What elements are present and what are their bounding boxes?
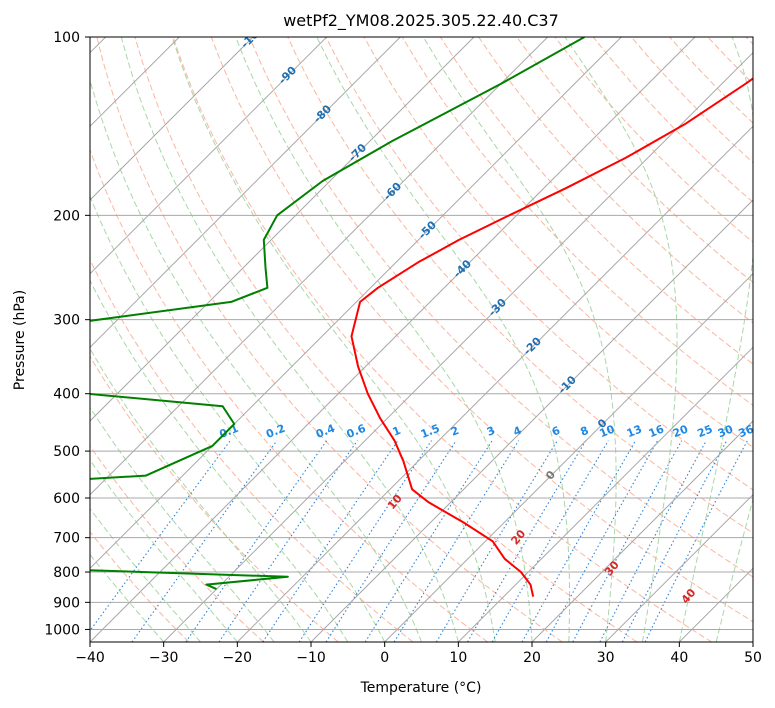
x-tick-label: 40 [670, 650, 688, 666]
mixing-ratio-label: 25 [695, 422, 714, 440]
chart-title: wetPf2_YM08.2025.305.22.40.C37 [283, 11, 559, 31]
mixing-ratio-line [131, 440, 278, 642]
mixing-ratio-label: 16 [647, 422, 666, 440]
dry-adiabat [134, 37, 638, 642]
moist-adiabat [120, 37, 459, 642]
y-tick-label: 700 [53, 531, 80, 547]
dry-adiabat [249, 37, 753, 578]
plot-frame [89, 36, 754, 643]
moist-adiabat [90, 507, 201, 642]
mixing-ratio-label: 10 [598, 422, 617, 440]
isotherms [90, 37, 753, 642]
moist-adiabat [90, 406, 275, 642]
moist-adiabat [90, 195, 386, 642]
isotherm-line [90, 37, 475, 422]
isotherm-line [90, 37, 401, 349]
isotherm-line [384, 272, 753, 642]
x-tick-label: 10 [449, 650, 467, 666]
mixing-ratio-line [491, 440, 609, 642]
moist-adiabat [90, 78, 422, 642]
isotherm-line [163, 51, 753, 642]
mixing-ratio-line [435, 440, 558, 642]
mixing-ratio-label: 30 [716, 422, 735, 440]
moist-adiabat [422, 37, 617, 642]
isotherm-line [90, 37, 696, 642]
mixing-ratio-line [572, 440, 683, 642]
mixing-ratio-line [521, 440, 637, 642]
dry-adiabat [439, 37, 753, 365]
x-axis-label: Temperature (°C) [360, 680, 482, 696]
dry-adiabat [90, 445, 264, 642]
isotherm-line [531, 420, 753, 642]
mixing-ratio-label: 8 [578, 424, 590, 439]
mixing-ratio-line [90, 440, 231, 632]
y-axis-label: Pressure (hPa) [12, 290, 28, 390]
x-tick-label: −30 [149, 650, 179, 666]
x-tick-label: 20 [523, 650, 541, 666]
mixing-ratio-line [298, 440, 432, 642]
mixing-ratio-line [325, 440, 457, 642]
mixing-ratio-line [545, 440, 659, 642]
x-tick-label: −20 [223, 650, 253, 666]
temperature-line [350, 77, 753, 597]
isotherm-line [90, 37, 254, 201]
dry-adiabat [90, 355, 339, 642]
mixing-ratio-line [185, 440, 328, 642]
mixing-ratio-label: 36 [737, 422, 756, 440]
y-tick-label: 400 [53, 387, 80, 403]
sounding-series [90, 37, 753, 597]
y-tick-label: 100 [53, 30, 80, 46]
y-tick-label: 300 [53, 313, 80, 329]
moist-adiabat [316, 37, 571, 642]
y-tick-label: 600 [53, 491, 80, 507]
dry-adiabat [96, 37, 563, 642]
isotherm-line [236, 125, 753, 642]
mixing-ratio-line [262, 440, 399, 642]
y-tick-label: 200 [53, 208, 80, 224]
moist-adiabat [90, 459, 238, 642]
x-tick-label: 0 [380, 650, 389, 666]
dry-adiabat [325, 37, 753, 491]
x-tick-label: −40 [75, 650, 105, 666]
dry-adiabat [401, 37, 753, 406]
x-tick-label: 50 [744, 650, 762, 666]
y-axis-ticks: 100 200 300 400 500 600 700 800 900 1000 [44, 30, 90, 638]
mixing-ratio-line [644, 440, 748, 642]
x-tick-label: −10 [296, 650, 326, 666]
mixing-ratio-line [364, 440, 493, 642]
isotherm-line [605, 493, 753, 642]
x-axis-ticks: −40 −30 −20 −10 0 10 20 30 40 50 [75, 642, 762, 666]
dry-adiabat [210, 37, 753, 623]
plot-area: -100-90-80-70-60-50-40-30-20-1000.10.20.… [90, 37, 756, 642]
isotherm-line [90, 37, 328, 275]
mixing-ratio-label: 20 [671, 422, 690, 440]
y-tick-label: 500 [53, 444, 80, 460]
dry-adiabat [516, 37, 753, 284]
x-tick-label: 30 [597, 650, 615, 666]
moist-adiabat [171, 37, 496, 642]
dry-adiabat [90, 531, 190, 642]
mixing-ratio-label: 1 [391, 424, 403, 439]
isotherm-line [90, 37, 549, 496]
y-tick-label: 800 [53, 565, 80, 581]
mixing-ratio-label: 2 [449, 424, 461, 439]
y-tick-label: 900 [53, 595, 80, 611]
dewpoint-line [90, 37, 585, 591]
mixing-ratio-label: 3 [485, 424, 497, 439]
mixing-ratio-label: 13 [625, 422, 644, 440]
isotherm-line [90, 37, 622, 570]
moist-adiabats [90, 37, 753, 642]
moist-adiabat [235, 37, 533, 642]
dry-adiabat [90, 148, 488, 642]
moist-adiabat [564, 37, 678, 642]
mixing-ratio-line [467, 440, 587, 642]
y-tick-label: 1000 [44, 622, 80, 638]
isotherm-line [457, 346, 753, 642]
moist-adiabat [90, 553, 165, 642]
moist-adiabat [90, 347, 312, 642]
moist-adiabat [678, 37, 753, 642]
isotherm-line [310, 199, 753, 642]
